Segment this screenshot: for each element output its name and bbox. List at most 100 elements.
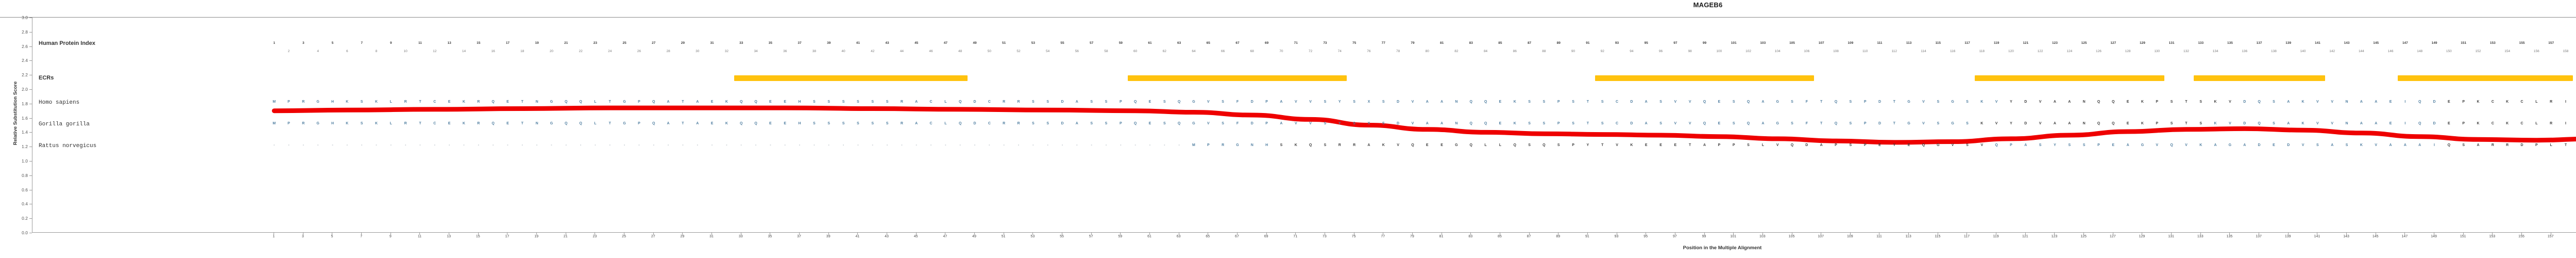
ruler-tick-label: 20 xyxy=(549,50,554,53)
sequence-residue: S xyxy=(2273,122,2275,125)
sequence-residue: S xyxy=(813,100,816,104)
ruler-tick-label: 102 xyxy=(1745,50,1751,53)
ruler-tick-label: 113 xyxy=(1906,41,1912,45)
y-tick-label: 1.8 xyxy=(22,101,28,106)
y-tick-mark xyxy=(29,161,32,162)
ecr-bar[interactable] xyxy=(1128,75,1347,81)
sequence-residue: C xyxy=(2491,100,2494,104)
ecr-bar[interactable] xyxy=(2398,75,2573,81)
x-tick-label: 157 xyxy=(2547,235,2554,238)
x-axis-label: Position in the Multiple Alignment xyxy=(1683,245,1762,251)
sequence-residue: G xyxy=(1776,100,1779,104)
sequence-residue: D xyxy=(973,100,976,104)
sequence-residue: E xyxy=(1148,100,1151,104)
sequence-residue: G xyxy=(1236,143,1239,147)
ruler-odd-positions: 1 3 5 7 9 11 13 15 17 19 21 23 25 27 29 31 33 35 37 39 41 43 4… xyxy=(32,41,2576,47)
ruler-tick-label: 138 xyxy=(2270,50,2277,53)
x-tick-mark xyxy=(536,233,537,235)
sequence-residue: Q xyxy=(739,100,743,104)
sequence-residue: - xyxy=(916,143,917,147)
ruler-tick-label: 150 xyxy=(2446,50,2452,53)
ecr-bar[interactable] xyxy=(734,75,968,81)
sequence-residue: C xyxy=(988,122,991,125)
sequence-residue: Q xyxy=(1411,143,1414,147)
ruler-tick-label: 147 xyxy=(2402,41,2408,45)
sequence-residue: A xyxy=(1440,100,1444,104)
ecr-track xyxy=(32,75,2576,81)
sequence-residue: - xyxy=(521,143,523,147)
sequence-residue: V xyxy=(1776,143,1779,147)
sequence-residue: G xyxy=(550,100,553,104)
sequence-residue: Q xyxy=(1469,100,1472,104)
ruler-tick-label: 83 xyxy=(1469,41,1473,45)
sequence-residue: - xyxy=(404,143,406,147)
sequence-residue: L xyxy=(594,122,597,125)
x-tick-mark xyxy=(828,233,829,235)
x-tick-mark xyxy=(1295,233,1296,235)
ruler-tick-label: 79 xyxy=(1411,41,1415,45)
x-tick-label: 25 xyxy=(622,235,626,238)
sequence-residue: - xyxy=(419,143,421,147)
sequence-residue: Q xyxy=(1703,100,1706,104)
y-tick-label: 1.4 xyxy=(22,130,28,135)
x-tick-label: 77 xyxy=(1381,235,1385,238)
x-tick-label: 155 xyxy=(2518,235,2524,238)
x-tick-label: 49 xyxy=(972,235,976,238)
ruler-tick-label: 26 xyxy=(637,50,641,53)
ruler-tick-label: 13 xyxy=(447,41,451,45)
sequence-residue: F xyxy=(1236,100,1239,104)
x-tick-label: 103 xyxy=(1759,235,1766,238)
x-tick-label: 111 xyxy=(1876,235,1882,238)
ecr-bar[interactable] xyxy=(1974,75,2164,81)
sequence-residue: F xyxy=(1805,122,1808,125)
sequence-residue: V xyxy=(1980,143,1984,147)
sequence-residue: - xyxy=(1061,143,1063,147)
ruler-tick-label: 73 xyxy=(1323,41,1327,45)
ruler-tick-label: 10 xyxy=(403,50,408,53)
sequence-residue: - xyxy=(390,143,392,147)
sequence-residue: Q xyxy=(1922,143,1925,147)
ruler-tick-label: 133 xyxy=(2198,41,2204,45)
sequence-residue: G xyxy=(2141,143,2144,147)
ecr-bar[interactable] xyxy=(2193,75,2325,81)
ruler-tick-label: 3 xyxy=(302,41,304,45)
ruler-tick-label: 85 xyxy=(1498,41,1502,45)
sequence-residue: E xyxy=(1718,100,1721,104)
sequence-residue: S xyxy=(1966,143,1969,147)
ruler-tick-label: 109 xyxy=(1848,41,1854,45)
x-tick-mark xyxy=(682,233,683,235)
x-tick-label: 55 xyxy=(1060,235,1064,238)
ruler-tick-label: 12 xyxy=(433,50,437,53)
sequence-residue: V xyxy=(1674,122,1677,125)
x-tick-label: 107 xyxy=(1818,235,1824,238)
sequence-residue: Q xyxy=(1834,122,1838,125)
x-tick-label: 23 xyxy=(592,235,597,238)
sequence-residue: D xyxy=(2433,100,2436,104)
sequence-residue: Q xyxy=(565,122,568,125)
x-tick-mark xyxy=(1120,233,1121,235)
ruler-tick-label: 156 xyxy=(2533,50,2539,53)
sequence-residue: M xyxy=(1192,143,1195,147)
sequence-residue: - xyxy=(332,143,333,147)
ruler-tick-label: 54 xyxy=(1046,50,1050,53)
sequence-residue: A xyxy=(667,100,670,104)
sequence-residue: K xyxy=(1980,100,1984,104)
ruler-tick-label: 82 xyxy=(1454,50,1459,53)
x-tick-label: 7 xyxy=(360,235,363,238)
sequence-residue: E xyxy=(1718,122,1721,125)
sequence-residue: A xyxy=(2418,143,2421,147)
sequence-residue: L xyxy=(944,122,947,125)
sequence-residue: - xyxy=(697,143,698,147)
x-tick-label: 131 xyxy=(2168,235,2174,238)
row-label-homo-sapiens: Homo sapiens xyxy=(39,100,80,106)
ruler-tick-label: 87 xyxy=(1527,41,1532,45)
sequence-residue: G xyxy=(623,122,626,125)
sequence-residue: R xyxy=(900,100,903,104)
sequence-residue: P xyxy=(1835,143,1837,147)
ecr-bar[interactable] xyxy=(1595,75,1814,81)
sequence-residue: Q xyxy=(2112,100,2115,104)
ruler-tick-label: 103 xyxy=(1760,41,1766,45)
sequence-residue: C xyxy=(988,100,991,104)
sequence-residue: - xyxy=(755,143,757,147)
sequence-residue: - xyxy=(930,143,932,147)
